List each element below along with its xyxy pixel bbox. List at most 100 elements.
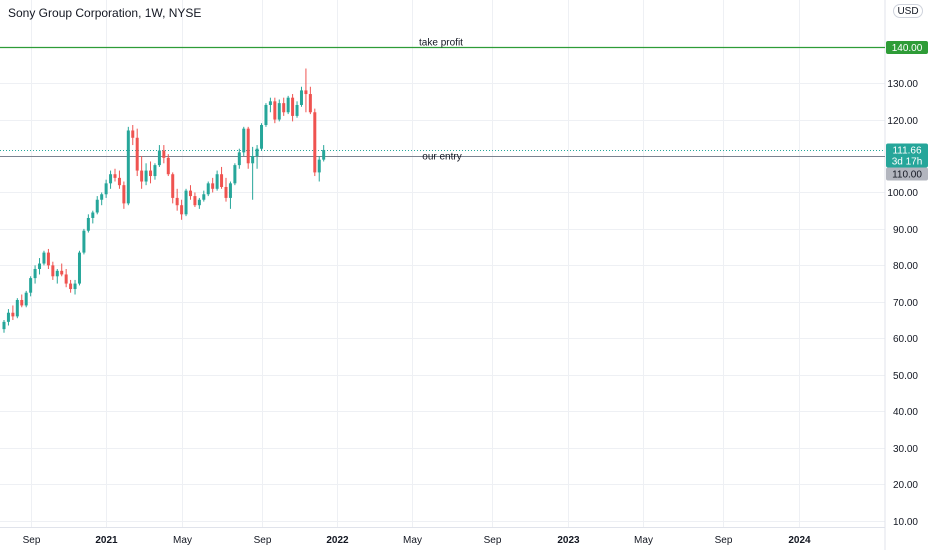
candle [11,305,15,321]
candle-body [175,197,179,206]
candle-body [149,170,153,177]
candle [73,279,77,295]
x-tick-label: 2021 [95,535,118,546]
candle-body [188,190,192,197]
candle-body [104,183,108,195]
last-price-tag-text: 111.66 [892,146,922,157]
take-profit-price-tag: 140.00 [886,41,928,54]
candle [100,192,104,206]
take-profit-label: take profit [419,38,463,49]
countdown-tag-text: 3d 17h [892,157,923,168]
take-profit-tag-text: 140.00 [892,43,923,54]
candle [162,145,166,164]
last-price-tag-bg [886,143,928,168]
entry-label: our entry [422,152,461,163]
x-tick-label: May [173,535,192,546]
candle-body [304,90,308,95]
candle [2,320,6,333]
time-axis[interactable]: Sep 2021 May Sep 2022 May Sep 2023 May Sep 2024 [23,535,811,546]
candle [29,276,33,297]
candle-body [126,130,130,204]
x-tick-label: 2023 [557,535,580,546]
x-tick-label: Sep [23,535,41,546]
candle-body [33,268,37,279]
candle-body [95,199,99,213]
candle-body [11,312,15,317]
y-tick-label: 70.00 [893,298,918,309]
x-tick-label: Sep [715,535,733,546]
candle-body [233,165,237,184]
candle [42,250,46,266]
price-axis-background [885,0,932,550]
candle-body [206,183,210,195]
candle [264,103,268,127]
candle-body [162,150,166,158]
candle [86,214,90,233]
y-tick-label: 130.00 [887,79,918,90]
candle [268,97,272,113]
candle-body [24,292,28,306]
candle [211,177,215,193]
candle [317,156,321,182]
candle-body [211,183,215,189]
y-tick-label: 10.00 [893,517,918,528]
candle [82,228,86,255]
candle-body [46,252,50,266]
y-tick-label: 120.00 [887,116,918,127]
candle [157,145,161,167]
candle-body [224,186,228,198]
candle-body [20,299,24,306]
candle [140,156,144,189]
candle [313,108,317,177]
candle-body [313,112,317,173]
candle [180,199,184,220]
x-tick-label: Sep [254,535,272,546]
y-tick-label: 100.00 [887,188,918,199]
take-profit-tag-bg [886,41,928,54]
y-tick-label: 30.00 [893,444,918,455]
y-tick-label: 40.00 [893,407,918,418]
candle [20,294,24,308]
candle-body [197,199,201,206]
candle-body [299,90,303,105]
candle [95,196,99,215]
candle-body [55,270,59,277]
candle-body [77,252,81,284]
candle-body [220,174,224,187]
candle [6,309,10,326]
candle-body [291,97,295,116]
candle [24,290,28,308]
candle [91,210,95,224]
candle [171,172,175,204]
candle [60,263,64,277]
candle [131,125,135,146]
candle-body [193,196,197,206]
candle [38,258,42,275]
candle [109,170,113,189]
candle-body [251,156,255,164]
candle-body [140,170,144,182]
candle [224,177,228,202]
candle [304,68,308,113]
candle-body [286,97,290,113]
candle-body [29,278,33,293]
candle-body [86,217,90,231]
candle-body [317,159,321,173]
y-tick-label: 60.00 [893,334,918,345]
candle [237,148,241,169]
candle-body [100,194,104,200]
candle [126,126,130,206]
candle-body [91,212,95,218]
candle [104,179,108,198]
candle-body [144,170,148,182]
candle [291,94,295,122]
candle [242,126,246,156]
candle [135,128,139,177]
candle-body [131,130,135,138]
candle-body [255,148,259,156]
candle-body [64,274,68,284]
y-tick-label: 80.00 [893,261,918,272]
currency-button[interactable]: USD [893,4,923,18]
